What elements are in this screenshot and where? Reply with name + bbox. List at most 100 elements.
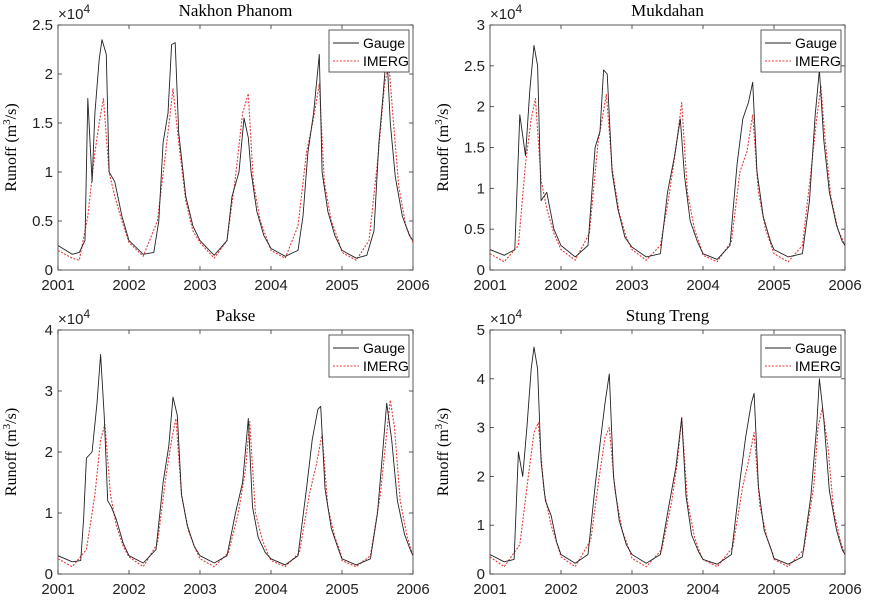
series-line-imerg [490, 85, 845, 263]
x-tick-label: 2006 [828, 277, 861, 294]
legend-label: Gauge [795, 340, 837, 356]
y-tick-label: 1 [45, 164, 53, 181]
y-tick-label: 2 [45, 66, 53, 83]
x-tick-label: 2004 [686, 277, 719, 294]
legend-label: IMERG [795, 53, 841, 69]
y-axis-label: Runoff (m3/s) [1, 408, 20, 496]
x-tick-label: 2002 [544, 277, 577, 294]
series-line-imerg [58, 63, 413, 261]
x-tick-label: 2005 [757, 581, 790, 598]
y-tick-label: 1 [477, 180, 485, 197]
y-tick-label: 3 [45, 383, 53, 400]
y-tick-label: 2 [45, 444, 53, 461]
series-lines [58, 353, 413, 568]
legend: Gauge IMERG [328, 334, 410, 378]
x-tick-label: 2005 [757, 277, 790, 294]
legend: Gauge IMERG [760, 29, 842, 73]
x-tick-label: 2004 [686, 581, 719, 598]
x-tick-label: 2001 [41, 581, 74, 598]
y-axis-label: Runoff (m3/s) [1, 103, 20, 191]
axis-multiplier-exp: 4 [515, 2, 522, 16]
axis-multiplier-exp: 4 [515, 307, 522, 321]
y-tick-label: 0 [45, 566, 53, 583]
x-tick-label: 2001 [473, 581, 506, 598]
chart-title: Nakhon Phanom [179, 1, 293, 20]
y-tick-label: 2.5 [32, 17, 53, 34]
x-tick-label: 2003 [615, 277, 648, 294]
legend-label: IMERG [363, 358, 409, 374]
series-lines [58, 39, 413, 261]
y-axis-label-main: Runoff (m [3, 429, 20, 496]
legend-box [328, 29, 410, 73]
axis-multiplier-exp: 4 [83, 2, 90, 16]
y-axis-label-tail: /s) [3, 103, 20, 119]
series-line-gauge [58, 353, 413, 566]
y-tick-label: 1.5 [32, 115, 53, 132]
x-tick-label: 2001 [473, 277, 506, 294]
x-tick-label: 2004 [254, 581, 287, 598]
y-tick-label: 1 [477, 517, 485, 534]
y-tick-label: 0 [477, 566, 485, 583]
x-tick-label: 2001 [41, 277, 74, 294]
x-tick-label: 2002 [544, 581, 577, 598]
legend-box [328, 334, 410, 378]
legend-label: Gauge [795, 35, 837, 51]
y-axis-label-sup: 3 [433, 423, 445, 429]
x-tick-label: 2004 [254, 277, 287, 294]
y-tick-label: 3 [477, 17, 485, 34]
x-tick-label: 2006 [828, 581, 861, 598]
x-tick-label: 2006 [396, 277, 429, 294]
chart-title: Stung Treng [626, 306, 710, 325]
series-line-gauge [490, 346, 845, 565]
x-tick-label: 2002 [112, 581, 145, 598]
y-axis-label-sup: 3 [433, 119, 445, 125]
y-tick-label: 4 [45, 322, 53, 339]
y-axis-label-main: Runoff (m [435, 429, 452, 496]
axis-multiplier-base: ×10 [58, 311, 83, 328]
y-tick-label: 2 [477, 99, 485, 116]
series-line-imerg [58, 399, 413, 568]
chart-panel-4: 2001 2002 2003 2004 2005 2006 0 1 2 3 4 5 ×104 Stung … [433, 306, 862, 598]
chart-panel-1: 2001 2002 2003 2004 2005 2006 0 0.5 1 1.5 2 2.5 ×104… [1, 1, 430, 294]
y-axis-label: Runoff (m3/s) [433, 103, 452, 191]
y-tick-label: 1 [45, 505, 53, 522]
y-axis-label-tail: /s) [3, 408, 20, 424]
chart-title: Mukdahan [631, 1, 704, 20]
legend-label: Gauge [363, 35, 405, 51]
y-axis-label-sup: 3 [1, 423, 13, 429]
y-axis-label-main: Runoff (m [435, 124, 452, 191]
x-tick-label: 2002 [112, 277, 145, 294]
axis-multiplier: ×104 [58, 2, 90, 23]
axis-multiplier: ×104 [490, 2, 522, 23]
axis-multiplier-base: ×10 [490, 311, 515, 328]
series-lines [490, 346, 845, 568]
y-axis-label: Runoff (m3/s) [433, 408, 452, 496]
series-line-gauge [490, 44, 845, 260]
y-axis-label-tail: /s) [435, 103, 452, 119]
y-axis-label-sup: 3 [1, 119, 13, 125]
y-tick-label: 3 [477, 420, 485, 437]
legend-label: IMERG [795, 358, 841, 374]
axis-multiplier-base: ×10 [490, 6, 515, 23]
chart-panel-2: 2001 2002 2003 2004 2005 2006 0 0.5 1 1.5 2 2.5 3 ×10… [433, 1, 862, 294]
y-axis-label-tail: /s) [435, 408, 452, 424]
axis-multiplier: ×104 [58, 307, 90, 328]
x-tick-label: 2003 [183, 581, 216, 598]
axis-multiplier-exp: 4 [83, 307, 90, 321]
x-tick-label: 2005 [325, 277, 358, 294]
x-tick-label: 2003 [615, 581, 648, 598]
series-lines [490, 44, 845, 263]
series-line-gauge [58, 39, 413, 259]
y-tick-label: 0 [45, 262, 53, 279]
y-tick-label: 5 [477, 322, 485, 339]
legend-label: IMERG [363, 53, 409, 69]
legend-label: Gauge [363, 340, 405, 356]
legend: Gauge IMERG [328, 29, 410, 73]
y-tick-label: 2 [477, 468, 485, 485]
y-tick-label: 2.5 [464, 58, 485, 75]
legend-box [760, 334, 842, 378]
axis-multiplier: ×104 [490, 307, 522, 328]
y-axis-label-main: Runoff (m [3, 124, 20, 191]
